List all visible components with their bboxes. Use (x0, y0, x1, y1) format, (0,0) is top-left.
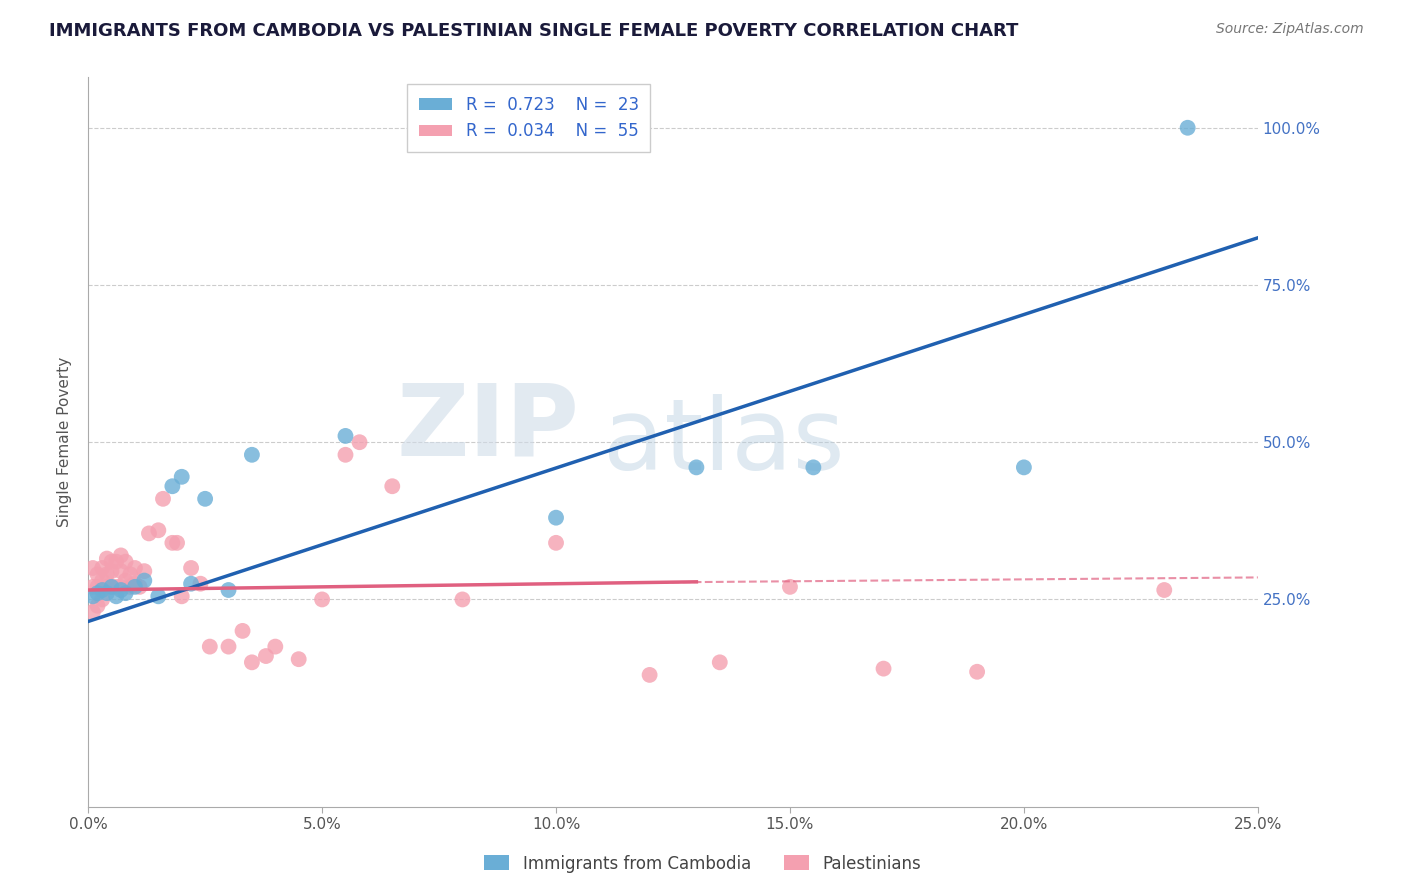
Point (82, 589, 104, 603)
Point (110, 564, 132, 578)
Point (124, 561, 146, 575)
Point (105, 589, 128, 603)
Point (381, 479, 404, 493)
Point (105, 580, 128, 594)
Point (110, 582, 132, 597)
Point (180, 561, 202, 575)
Point (264, 640, 287, 654)
Text: atlas: atlas (603, 393, 845, 491)
Point (966, 665, 988, 679)
Point (1153, 582, 1175, 597)
Point (105, 555, 128, 569)
Point (86, 599, 108, 613)
Point (801, 460, 824, 475)
Point (134, 564, 156, 578)
Legend: Immigrants from Cambodia, Palestinians: Immigrants from Cambodia, Palestinians (478, 848, 928, 880)
Point (152, 491, 174, 506)
Point (194, 491, 217, 506)
Point (198, 640, 221, 654)
Point (91, 561, 114, 575)
Point (170, 470, 193, 484)
Text: IMMIGRANTS FROM CAMBODIA VS PALESTINIAN SINGLE FEMALE POVERTY CORRELATION CHART: IMMIGRANTS FROM CAMBODIA VS PALESTINIAN … (49, 22, 1018, 40)
Point (120, 567, 142, 582)
Point (124, 576, 146, 591)
Point (86, 567, 108, 582)
Point (148, 523, 170, 537)
Point (287, 652, 309, 666)
Point (86, 586, 108, 600)
Point (100, 580, 122, 594)
Point (110, 580, 132, 594)
Point (349, 435, 371, 450)
Point (544, 510, 567, 524)
Point (254, 648, 277, 663)
Point (544, 536, 567, 550)
Point (124, 580, 146, 594)
Point (82, 561, 104, 575)
Point (96, 580, 118, 594)
Point (638, 668, 661, 682)
Point (709, 656, 731, 670)
Point (166, 536, 188, 550)
Text: Source: ZipAtlas.com: Source: ZipAtlas.com (1216, 22, 1364, 37)
Point (335, 429, 357, 443)
Point (779, 580, 801, 594)
Point (91, 592, 114, 607)
Point (100, 580, 122, 594)
Point (100, 564, 122, 578)
Point (114, 586, 136, 600)
Point (685, 460, 707, 475)
Point (82, 580, 104, 594)
Y-axis label: Single Female Poverty: Single Female Poverty (58, 357, 72, 527)
Point (86, 580, 108, 594)
Point (91, 582, 114, 597)
Point (138, 526, 160, 541)
Point (232, 624, 254, 638)
Point (1012, 460, 1035, 475)
Point (180, 576, 202, 591)
Point (311, 592, 333, 607)
Point (451, 592, 474, 607)
Point (110, 549, 132, 563)
Point (128, 580, 150, 594)
Point (190, 576, 212, 591)
Text: ZIP: ZIP (396, 379, 579, 476)
Point (91, 574, 114, 588)
Point (170, 589, 193, 603)
Point (96, 586, 118, 600)
Point (218, 640, 240, 654)
Point (240, 656, 263, 670)
Point (96, 567, 118, 582)
Point (114, 555, 136, 569)
Point (240, 448, 263, 462)
Point (148, 589, 170, 603)
Point (120, 580, 142, 594)
Point (335, 448, 357, 462)
Point (162, 479, 184, 493)
Point (96, 551, 118, 566)
Legend: R =  0.723    N =  23, R =  0.034    N =  55: R = 0.723 N = 23, R = 0.034 N = 55 (412, 89, 645, 147)
Point (162, 536, 184, 550)
Point (1177, 120, 1199, 135)
Point (100, 555, 122, 569)
Point (872, 662, 894, 676)
Point (82, 605, 104, 619)
Point (114, 574, 136, 588)
Point (218, 582, 240, 597)
Point (134, 574, 156, 588)
